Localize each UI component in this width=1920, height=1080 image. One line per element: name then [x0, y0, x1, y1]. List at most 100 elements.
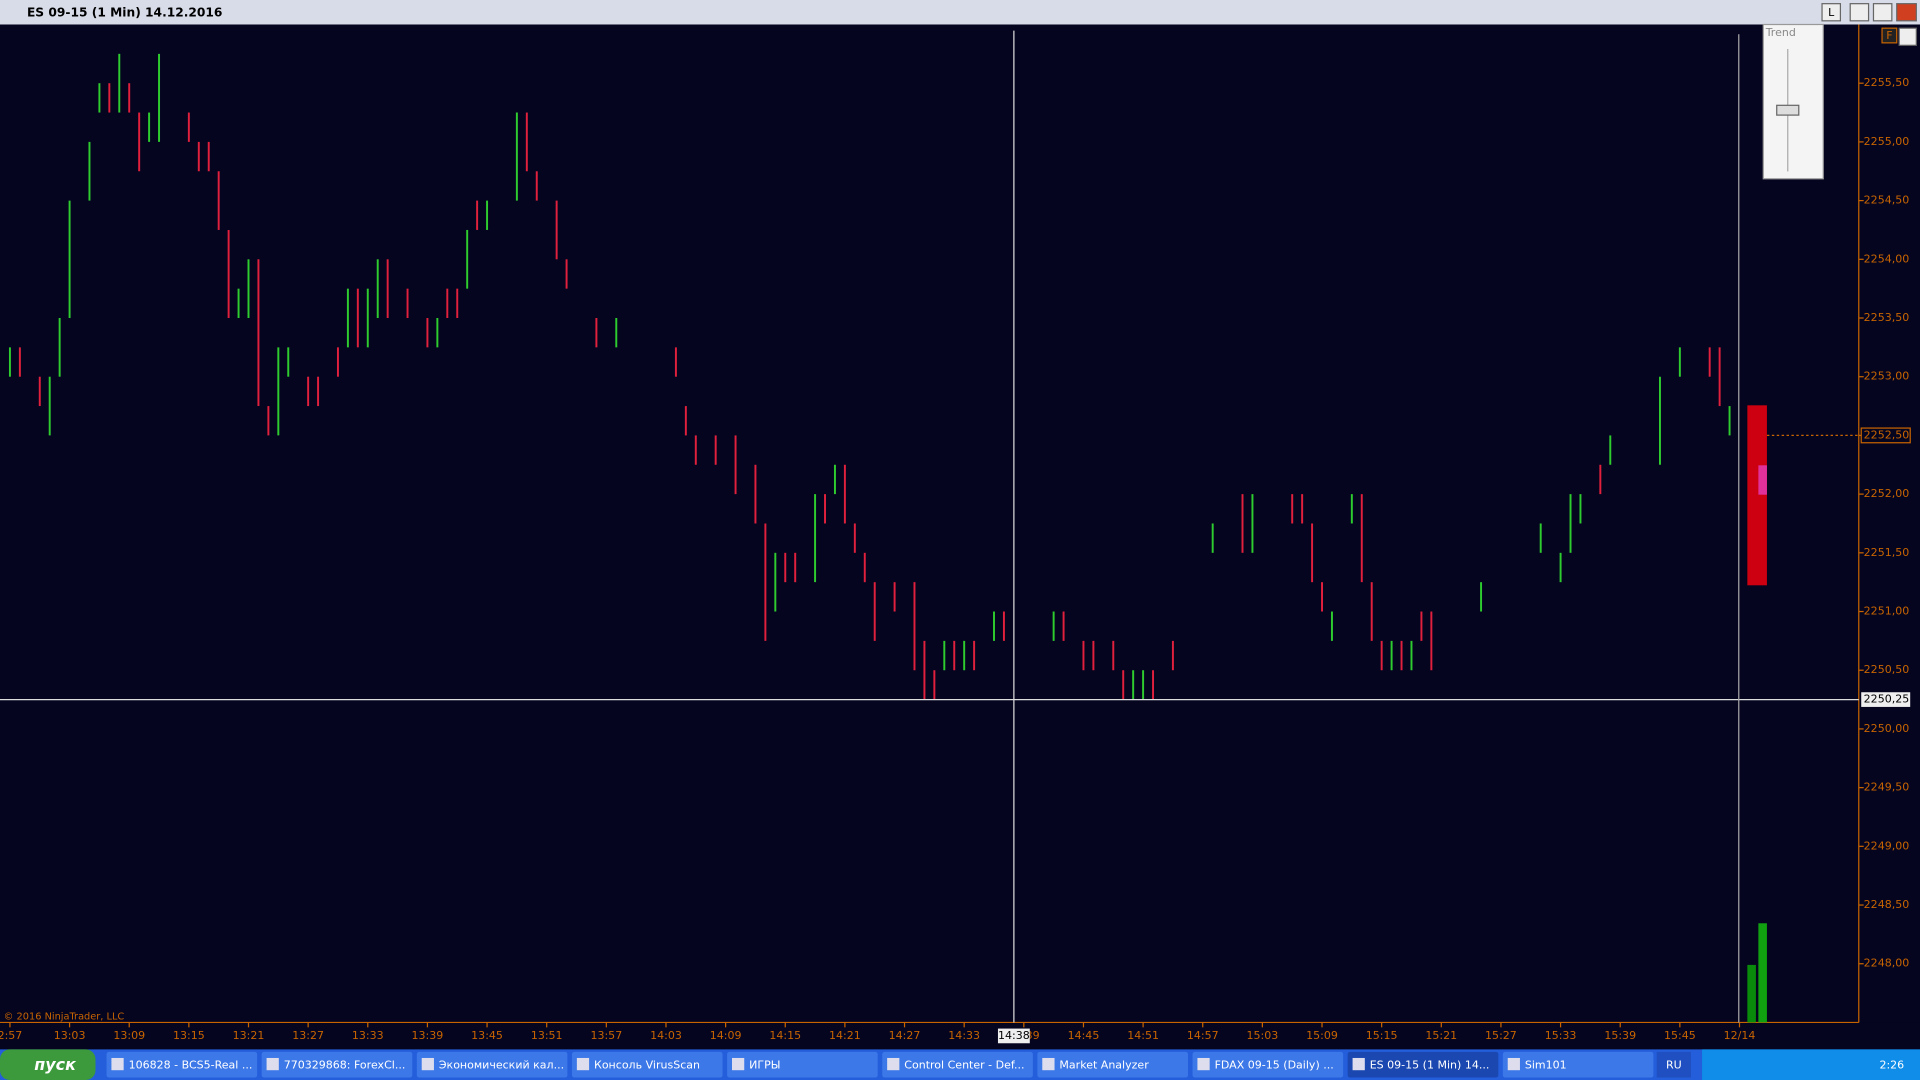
- y-tick-label: 2249,00: [1864, 839, 1910, 852]
- crosshair-y-label: 2250,25: [1864, 693, 1910, 706]
- x-tick-label: 14:03: [650, 1029, 682, 1042]
- task-label[interactable]: Control Center - Def...: [904, 1058, 1024, 1071]
- trend-label: Trend: [1765, 26, 1796, 39]
- task-label[interactable]: Экономический кал...: [439, 1058, 564, 1071]
- task-button[interactable]: [1037, 1051, 1188, 1078]
- x-tick-label: 13:39: [412, 1029, 444, 1042]
- task-icon: [887, 1057, 900, 1071]
- y-tick-label: 2254,50: [1864, 194, 1910, 207]
- task-button[interactable]: [416, 1051, 568, 1078]
- y-tick-label: 2250,00: [1864, 722, 1910, 735]
- trend-panel[interactable]: [1762, 23, 1824, 180]
- y-tick-label: 2248,00: [1864, 957, 1910, 970]
- x-tick-label: 14:33: [948, 1029, 980, 1042]
- x-tick-label: 15:09: [1306, 1029, 1338, 1042]
- x-tick-label: 15:39: [1604, 1029, 1636, 1042]
- task-label[interactable]: Market Analyzer: [1059, 1058, 1149, 1071]
- x-tick-label: 14:21: [829, 1029, 861, 1042]
- y-tick-label: 2249,50: [1864, 781, 1910, 794]
- task-button[interactable]: [1192, 1051, 1344, 1078]
- task-button[interactable]: [106, 1051, 258, 1078]
- y-tick-label: 2255,00: [1864, 135, 1910, 148]
- system-tray: [1702, 1049, 1920, 1080]
- clock: 2:26: [1879, 1058, 1904, 1071]
- plot: 2248,00 2248,50 2249,00 2249,50 2250,00 2250,…: [0, 30, 1911, 1044]
- start-button[interactable]: [0, 1049, 96, 1080]
- last-price-label: 2252,50: [1864, 428, 1910, 441]
- x-tick-label: 14:51: [1127, 1029, 1159, 1042]
- maximize-button[interactable]: [1872, 3, 1893, 22]
- task-button[interactable]: [1347, 1051, 1499, 1078]
- x-tick-label: 13:51: [531, 1029, 563, 1042]
- task-label[interactable]: 106828 - BCS5-Real ...: [129, 1058, 253, 1071]
- copyright: © 2016 NinjaTrader, LLC: [4, 1011, 125, 1022]
- task-icon: [1197, 1057, 1210, 1071]
- x-tick-label: 15:03: [1247, 1029, 1279, 1042]
- x-tick-label: 15:45: [1664, 1029, 1696, 1042]
- x-tick-label: 13:03: [54, 1029, 86, 1042]
- x-tick-label: 2:57: [0, 1029, 22, 1042]
- task-icon: [1352, 1057, 1365, 1071]
- window-button-label[interactable]: L: [1828, 6, 1835, 19]
- x-tick-label: 14:27: [889, 1029, 921, 1042]
- y-tick-label: 2255,50: [1864, 76, 1910, 89]
- task-button[interactable]: [571, 1051, 723, 1078]
- task-icon: [111, 1057, 124, 1071]
- task-label[interactable]: Sim101: [1525, 1058, 1567, 1071]
- order-column: [1747, 405, 1767, 586]
- task-label[interactable]: FDAX 09-15 (Daily) ...: [1215, 1058, 1334, 1071]
- task-list: 106828 - BCS5-Real ... 770329868: ForexCl…: [106, 1051, 1654, 1078]
- dropdown-button[interactable]: [1898, 27, 1917, 46]
- x-tick-label: 13:57: [590, 1029, 622, 1042]
- x-tick-label: 13:15: [173, 1029, 205, 1042]
- crosshair-y-box: [1861, 692, 1911, 707]
- task-button[interactable]: [727, 1051, 878, 1078]
- task-icon: [732, 1057, 745, 1071]
- x-tick-label: 13:09: [113, 1029, 145, 1042]
- crosshair-x-box: [997, 1028, 1030, 1044]
- title-bar: [0, 0, 1920, 25]
- language-label[interactable]: RU: [1666, 1058, 1682, 1071]
- x-tick-label: 13:45: [471, 1029, 503, 1042]
- task-button[interactable]: [882, 1051, 1033, 1078]
- x-tick-label: 15:15: [1366, 1029, 1398, 1042]
- y-tick-label: 2248,50: [1864, 898, 1910, 911]
- x-tick-label: 15:27: [1485, 1029, 1517, 1042]
- x-tick-label: 13:21: [233, 1029, 265, 1042]
- task-label[interactable]: Консоль VirusScan: [594, 1058, 700, 1071]
- language-indicator[interactable]: [1656, 1051, 1692, 1078]
- task-icon: [1042, 1057, 1055, 1071]
- volume-bar: [1758, 923, 1767, 1023]
- x-tick-label: 14:15: [769, 1029, 801, 1042]
- x-tick-label: 14:57: [1187, 1029, 1219, 1042]
- x-tick-label: 13:33: [352, 1029, 384, 1042]
- y-tick-label: 2253,00: [1864, 370, 1910, 383]
- crosshair-x-label: 14:38: [998, 1029, 1030, 1042]
- volume-bar: [1747, 964, 1756, 1023]
- x-tick-label: 13:27: [292, 1029, 324, 1042]
- task-label[interactable]: 770329868: ForexCl...: [284, 1058, 406, 1071]
- close-button[interactable]: [1896, 3, 1917, 22]
- menu-button[interactable]: [1881, 27, 1898, 44]
- task-button[interactable]: [261, 1051, 413, 1078]
- y-tick-label: 2251,00: [1864, 605, 1910, 618]
- start-label[interactable]: пуск: [34, 1055, 77, 1074]
- last-price-box: [1860, 427, 1911, 444]
- x-tick-label: 15:21: [1425, 1029, 1457, 1042]
- task-icon: [421, 1057, 434, 1071]
- minimize-button[interactable]: [1849, 3, 1870, 22]
- task-label[interactable]: ES 09-15 (1 Min) 14...: [1370, 1058, 1490, 1071]
- window-title: ES 09-15 (1 Min) 14.12.2016: [27, 5, 223, 19]
- menu-button-label[interactable]: F: [1886, 29, 1892, 42]
- window-button[interactable]: [1821, 3, 1842, 22]
- x-tick-label: 15:33: [1545, 1029, 1577, 1042]
- task-button[interactable]: [1502, 1051, 1654, 1078]
- task-label[interactable]: ИГРЫ: [749, 1058, 780, 1071]
- task-icon: [576, 1057, 590, 1071]
- y-tick-label: 2251,50: [1864, 546, 1910, 559]
- trend-slider-thumb[interactable]: [1776, 104, 1800, 116]
- x-tick-label: 14:09: [710, 1029, 742, 1042]
- task-icon: [1507, 1057, 1520, 1071]
